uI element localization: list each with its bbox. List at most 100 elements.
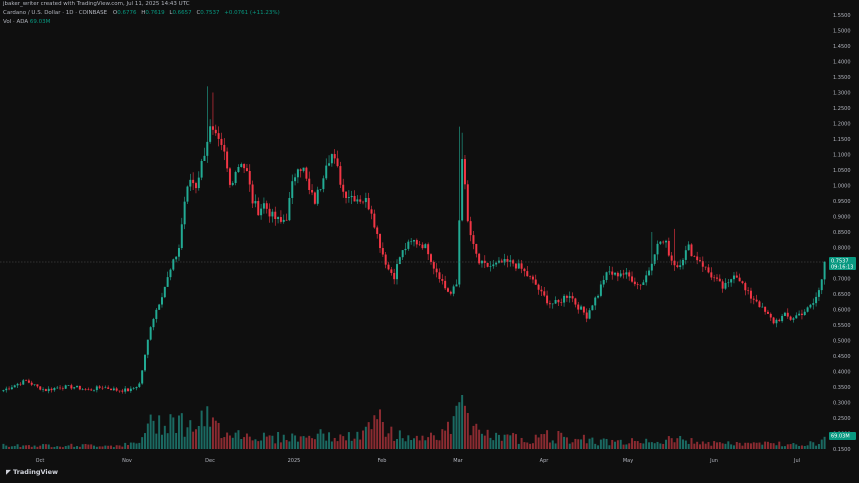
tradingview-logo[interactable]: ◤ TradingView — [6, 468, 58, 476]
candle-body[interactable] — [633, 281, 636, 285]
candle-body[interactable] — [379, 233, 382, 249]
candle-body[interactable] — [294, 177, 297, 182]
candle-body[interactable] — [418, 244, 421, 245]
candle-body[interactable] — [362, 201, 365, 203]
candle-body[interactable] — [313, 192, 316, 204]
candle-body[interactable] — [342, 184, 345, 192]
candle-body[interactable] — [594, 297, 597, 306]
candle-body[interactable] — [546, 295, 549, 304]
candle-body[interactable] — [396, 264, 399, 280]
candle-body[interactable] — [328, 163, 331, 166]
candle-body[interactable] — [200, 160, 203, 178]
candle-body[interactable] — [376, 227, 379, 234]
candle-body[interactable] — [792, 318, 795, 320]
candle-body[interactable] — [330, 154, 333, 164]
candle-body[interactable] — [384, 254, 387, 265]
candle-body[interactable] — [517, 263, 520, 269]
candle-body[interactable] — [407, 241, 410, 249]
candle-body[interactable] — [599, 284, 602, 296]
candle-body[interactable] — [778, 319, 781, 322]
candle-body[interactable] — [749, 290, 752, 299]
candle-body[interactable] — [577, 304, 580, 310]
candle-body[interactable] — [509, 260, 512, 262]
candle-body[interactable] — [540, 289, 543, 292]
candle-body[interactable] — [492, 264, 495, 267]
candle-body[interactable] — [226, 151, 229, 169]
candle-body[interactable] — [497, 260, 500, 263]
candle-body[interactable] — [177, 248, 180, 257]
candle-body[interactable] — [435, 268, 438, 273]
candle-body[interactable] — [350, 195, 353, 198]
candle-body[interactable] — [84, 389, 87, 390]
candle-body[interactable] — [325, 165, 328, 179]
candle-body[interactable] — [390, 269, 393, 273]
candle-body[interactable] — [823, 261, 826, 280]
candle-body[interactable] — [676, 265, 679, 267]
candle-body[interactable] — [90, 389, 93, 391]
candle-body[interactable] — [503, 259, 506, 263]
candle-body[interactable] — [421, 244, 424, 249]
candle-body[interactable] — [531, 276, 534, 280]
candle-body[interactable] — [262, 203, 265, 209]
candle-body[interactable] — [469, 221, 472, 236]
candle-body[interactable] — [803, 311, 806, 316]
candle-body[interactable] — [81, 389, 84, 390]
candle-body[interactable] — [820, 279, 823, 291]
candle-body[interactable] — [16, 383, 19, 386]
candle-body[interactable] — [653, 254, 656, 264]
candle-body[interactable] — [163, 286, 166, 298]
candle-body[interactable] — [27, 380, 30, 383]
candle-body[interactable] — [302, 167, 305, 171]
candle-body[interactable] — [752, 298, 755, 300]
candle-body[interactable] — [738, 277, 741, 282]
candle-body[interactable] — [446, 288, 449, 292]
candle-body[interactable] — [775, 319, 778, 324]
candle-body[interactable] — [104, 387, 107, 389]
candle-body[interactable] — [622, 273, 625, 275]
candle-body[interactable] — [370, 209, 373, 214]
candle-body[interactable] — [735, 275, 738, 278]
candle-body[interactable] — [645, 275, 648, 283]
candle-body[interactable] — [39, 386, 42, 390]
candle-body[interactable] — [305, 167, 308, 179]
candle-body[interactable] — [36, 384, 39, 387]
candle-body[interactable] — [764, 306, 767, 312]
candle-body[interactable] — [19, 383, 22, 385]
candle-body[interactable] — [732, 275, 735, 280]
candle-body[interactable] — [789, 316, 792, 320]
candle-body[interactable] — [254, 201, 257, 204]
candle-body[interactable] — [534, 279, 537, 285]
candle-body[interactable] — [47, 388, 50, 392]
candle-body[interactable] — [10, 387, 13, 390]
candle-body[interactable] — [667, 240, 670, 256]
candle-body[interactable] — [197, 177, 200, 189]
candle-body[interactable] — [758, 301, 761, 308]
candle-body[interactable] — [129, 388, 132, 392]
candle-body[interactable] — [78, 385, 81, 390]
candle-body[interactable] — [5, 388, 8, 391]
candle-body[interactable] — [563, 295, 566, 303]
candle-body[interactable] — [444, 280, 447, 289]
candle-body[interactable] — [282, 219, 285, 222]
candle-body[interactable] — [211, 126, 214, 130]
candle-body[interactable] — [786, 312, 789, 317]
candle-body[interactable] — [228, 168, 231, 185]
candle-body[interactable] — [520, 263, 523, 269]
candle-body[interactable] — [580, 306, 583, 310]
candle-body[interactable] — [591, 305, 594, 311]
candle-body[interactable] — [783, 312, 786, 316]
candle-body[interactable] — [107, 387, 110, 389]
candle-body[interactable] — [466, 184, 469, 222]
candle-body[interactable] — [568, 296, 571, 298]
candle-body[interactable] — [311, 189, 314, 193]
candle-body[interactable] — [631, 276, 634, 282]
candle-body[interactable] — [364, 198, 367, 203]
candle-body[interactable] — [761, 306, 764, 308]
candle-body[interactable] — [704, 266, 707, 268]
candle-body[interactable] — [662, 241, 665, 243]
candle-body[interactable] — [687, 244, 690, 251]
candle-body[interactable] — [812, 303, 815, 305]
candle-body[interactable] — [817, 290, 820, 297]
candle-body[interactable] — [605, 272, 608, 280]
candle-body[interactable] — [121, 390, 124, 392]
